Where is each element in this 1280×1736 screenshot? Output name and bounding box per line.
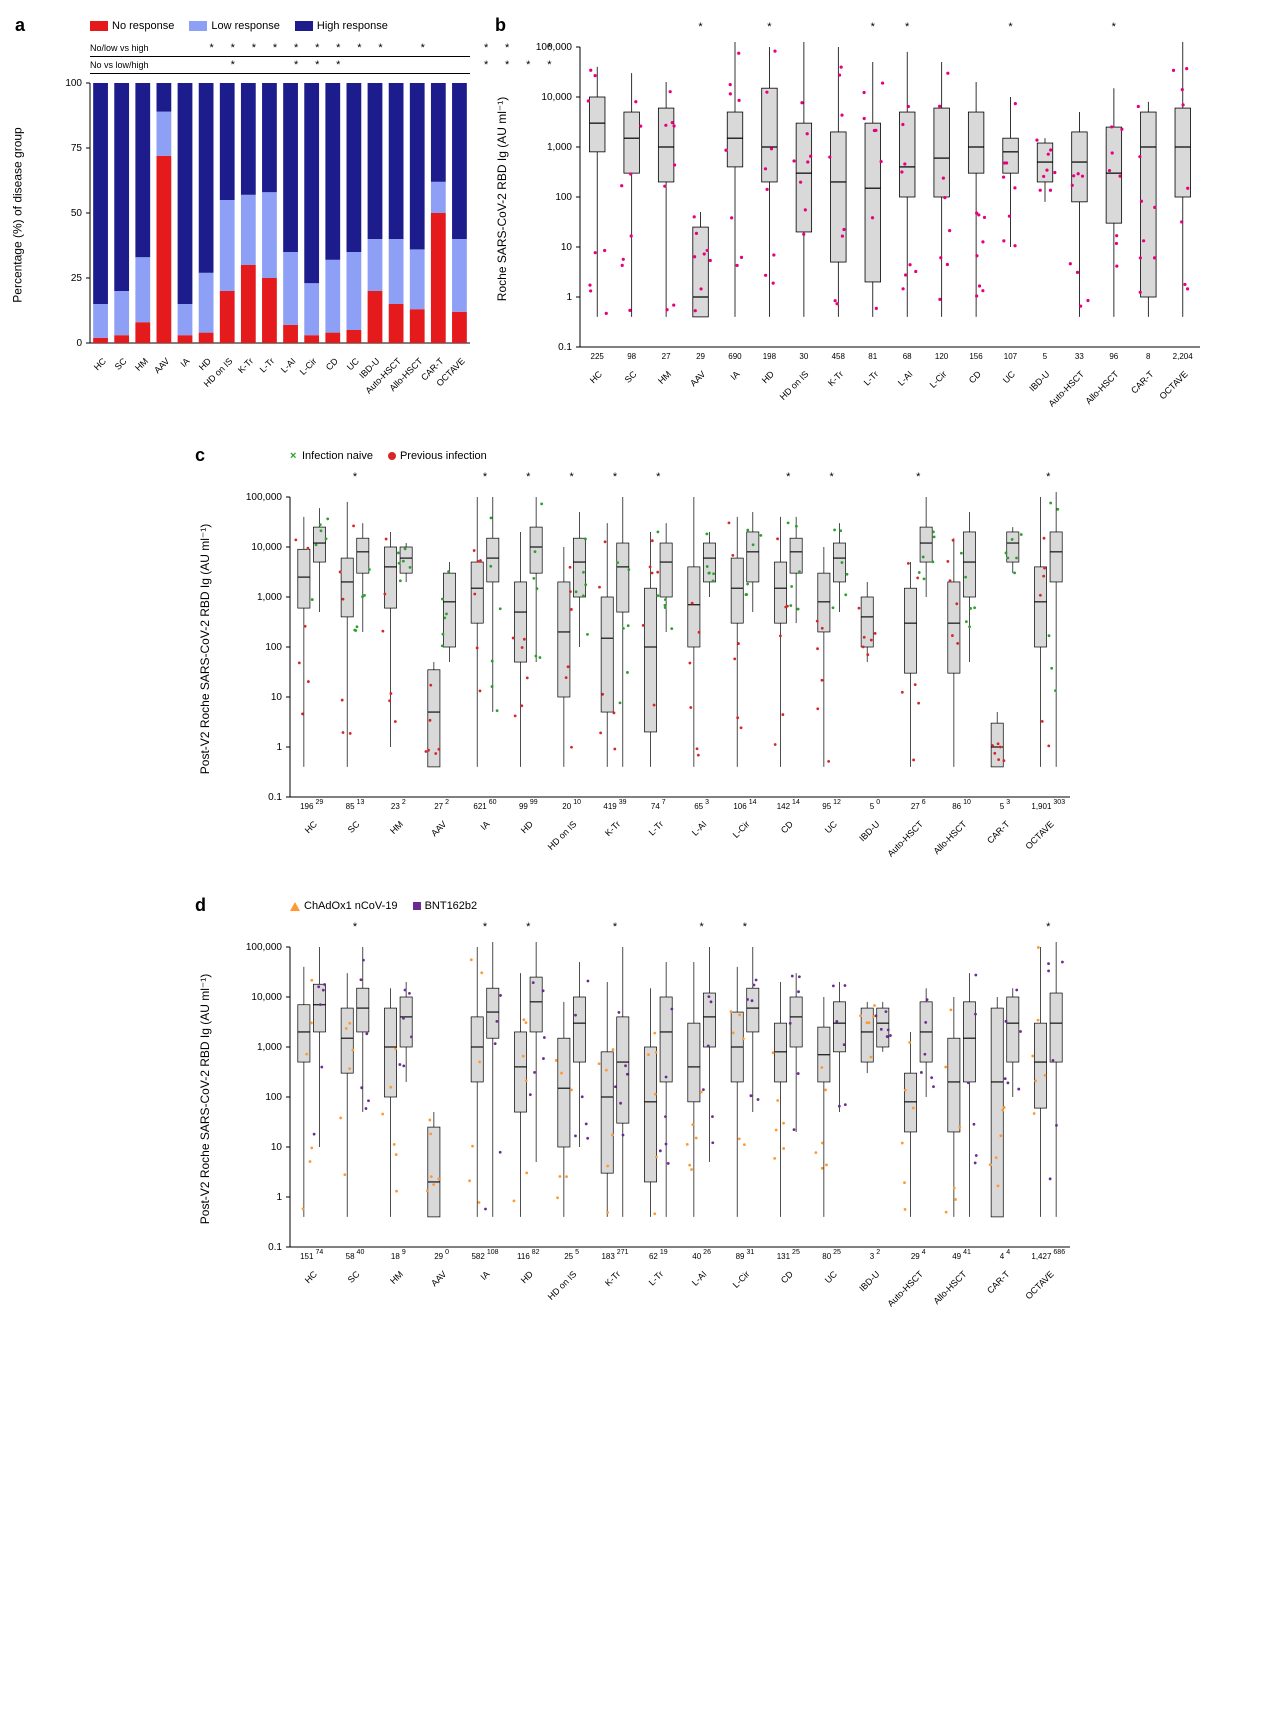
svg-text:10: 10 <box>271 692 283 703</box>
svg-text:100: 100 <box>265 1092 282 1103</box>
panel-c-label: c <box>195 445 205 466</box>
panel-c-n: 1962985132322726216099992010419397476531… <box>290 802 1070 811</box>
panel-a-xlabels: HCSCHMAAVIAHDHD on ISK-TrL-TrL-AIL-CirCD… <box>90 352 470 407</box>
panel-d-ylabel: Post-V2 Roche SARS-CoV-2 RBD Ig (AU ml⁻¹… <box>198 974 212 1224</box>
legend-item: No response <box>90 20 174 32</box>
panel-a-sig-rows: No/low vs high*************No vs low/hig… <box>90 40 470 74</box>
panel-b-sig-row: ****** <box>580 20 1200 38</box>
top-row: a No responseLow responseHigh response N… <box>20 20 1260 420</box>
svg-text:50: 50 <box>71 208 83 219</box>
panel-a: a No responseLow responseHigh response N… <box>20 20 480 420</box>
svg-text:0.1: 0.1 <box>268 792 282 802</box>
svg-text:0: 0 <box>76 338 82 348</box>
svg-text:1,000: 1,000 <box>257 592 282 603</box>
svg-text:100,000: 100,000 <box>536 42 573 53</box>
svg-text:0.1: 0.1 <box>558 342 572 352</box>
legend-item: ChAdOx1 nCoV-19 <box>290 900 398 912</box>
svg-text:75: 75 <box>71 143 83 154</box>
panel-b: b ****** Roche SARS-CoV-2 RBD Ig (AU ml⁻… <box>500 20 1220 420</box>
panel-d: d ChAdOx1 nCoV-19BNT162b2 ******* Post-V… <box>200 900 1100 1320</box>
panel-d-chart: Post-V2 Roche SARS-CoV-2 RBD Ig (AU ml⁻¹… <box>200 942 1100 1252</box>
figure-container: a No responseLow responseHigh response N… <box>20 20 1260 1320</box>
panel-a-svg: 0 25 50 75 100 <box>20 78 470 348</box>
panel-b-xlabels: HCSCHMAAVIAHDHD on ISK-TrL-TrL-AIL-CirCD… <box>580 365 1200 420</box>
svg-text:100: 100 <box>65 78 82 89</box>
panel-c-sig-row: ********** <box>290 470 1070 488</box>
svg-text:1: 1 <box>276 742 282 753</box>
panel-b-svg: 0.1 1 10 100 1,000 10,000 100,000 <box>500 42 1200 352</box>
panel-b-chart: Roche SARS-CoV-2 RBD Ig (AU ml⁻¹) 0.1110… <box>500 42 1220 352</box>
panel-a-label: a <box>15 15 25 36</box>
svg-text:10,000: 10,000 <box>251 542 282 553</box>
svg-text:1,000: 1,000 <box>547 142 572 153</box>
svg-text:10,000: 10,000 <box>541 92 572 103</box>
svg-text:1: 1 <box>276 1192 282 1203</box>
panel-a-ylabel: Percentage (%) of disease group <box>11 127 25 302</box>
panel-d-sig-row: ******* <box>290 920 1070 938</box>
panel-c: c ×Infection naivePrevious infection ***… <box>200 450 1100 870</box>
panel-b-ylabel: Roche SARS-CoV-2 RBD Ig (AU ml⁻¹) <box>495 97 509 301</box>
svg-text:10,000: 10,000 <box>251 992 282 1003</box>
panel-c-xlabels: HCSCHMAAVIAHDHD on ISK-TrL-TrL-AIL-CirCD… <box>290 815 1070 870</box>
svg-text:10: 10 <box>561 242 573 253</box>
panel-d-label: d <box>195 895 206 916</box>
svg-text:10: 10 <box>271 1142 283 1153</box>
legend-item: Low response <box>189 20 280 32</box>
panel-c-svg: 0.1 1 10 100 1,000 10,000 100,000 <box>200 492 1070 802</box>
legend-item: ×Infection naive <box>290 450 373 462</box>
panel-a-chart: Percentage (%) of disease group 02550751… <box>20 78 480 348</box>
panel-a-legend: No response Low response High response <box>90 20 480 32</box>
panel-c-ylabel: Post-V2 Roche SARS-CoV-2 RBD Ig (AU ml⁻¹… <box>198 524 212 774</box>
svg-text:100,000: 100,000 <box>246 942 283 953</box>
panel-c-legend: ×Infection naive Previous infection <box>290 450 1100 462</box>
panel-d-n: 1517458401892905821081168225518327162194… <box>290 1252 1070 1261</box>
svg-text:25: 25 <box>71 273 83 284</box>
svg-text:0.1: 0.1 <box>268 1242 282 1252</box>
legend-item: BNT162b2 <box>413 900 478 912</box>
legend-item: Previous infection <box>388 450 487 462</box>
panel-d-xlabels: HCSCHMAAVIAHDHD on ISK-TrL-TrL-AIL-CirCD… <box>290 1265 1070 1320</box>
panel-d-svg: 0.1 1 10 100 1,000 10,000 100,000 <box>200 942 1070 1252</box>
svg-text:1: 1 <box>566 292 572 303</box>
svg-text:100,000: 100,000 <box>246 492 283 503</box>
panel-c-chart: Post-V2 Roche SARS-CoV-2 RBD Ig (AU ml⁻¹… <box>200 492 1100 802</box>
panel-b-label: b <box>495 15 506 36</box>
legend-item: High response <box>295 20 388 32</box>
panel-d-legend: ChAdOx1 nCoV-19 BNT162b2 <box>290 900 1100 912</box>
panel-b-n: 2259827296901983045881681201561075339682… <box>580 352 1200 361</box>
svg-text:1,000: 1,000 <box>257 1042 282 1053</box>
svg-text:100: 100 <box>555 192 572 203</box>
svg-text:100: 100 <box>265 642 282 653</box>
